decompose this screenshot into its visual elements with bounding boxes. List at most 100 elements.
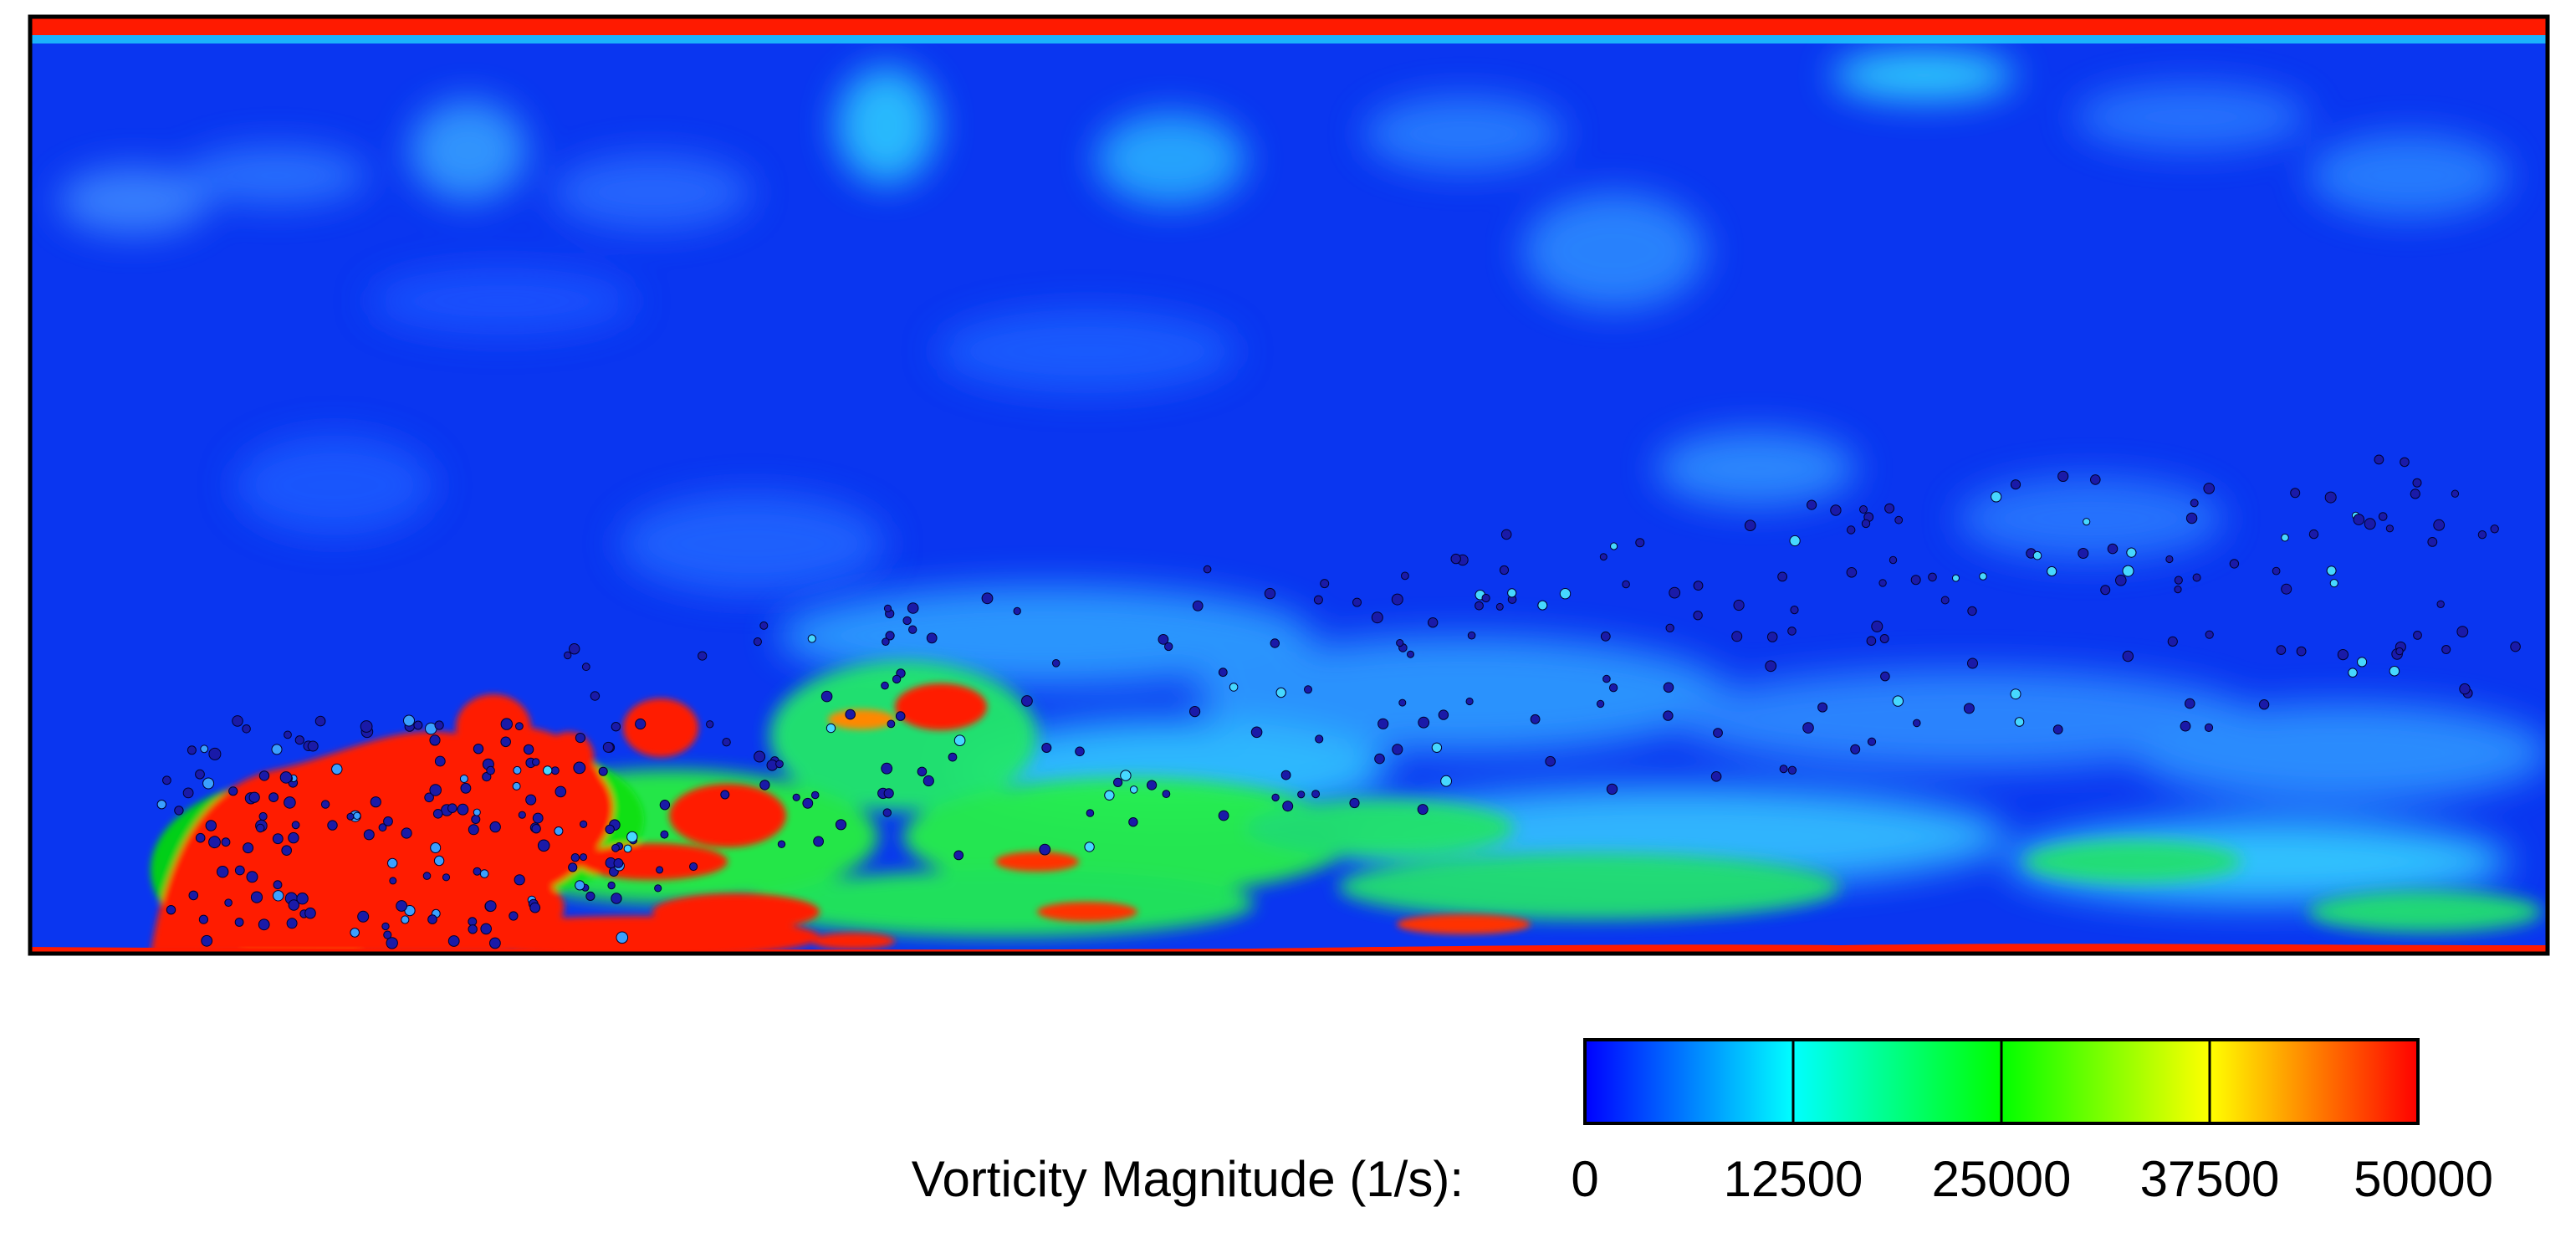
particle-marker (166, 905, 176, 915)
particle-marker (2229, 559, 2240, 569)
particle-marker (500, 718, 513, 730)
particle-marker (1203, 565, 1212, 574)
particle-marker (288, 899, 299, 911)
particle-marker (288, 831, 299, 844)
particle-marker (580, 853, 587, 862)
particle-marker (1817, 702, 1828, 713)
particle-marker (320, 800, 330, 809)
particle-marker (2203, 483, 2215, 494)
particle-marker (2167, 636, 2178, 647)
particle-marker (433, 855, 445, 867)
particle-marker (2337, 649, 2349, 661)
particle-marker (513, 765, 522, 775)
particle-marker (242, 724, 251, 734)
particle-marker (500, 736, 512, 748)
particle-marker (2185, 512, 2198, 524)
particle-marker (434, 720, 444, 730)
particle-marker (1164, 642, 1173, 652)
particle-marker (1967, 606, 1977, 616)
colorbar-title: Vorticity Magnitude (1/s): (912, 1151, 1464, 1207)
particle-marker (2364, 518, 2376, 530)
particle-marker (613, 858, 624, 868)
particle-marker (250, 891, 263, 903)
colorbar-tick-label-1: 12500 (1724, 1151, 1863, 1207)
particle-marker (353, 811, 361, 820)
particle-marker (1530, 714, 1541, 724)
particle-marker (2281, 583, 2292, 595)
particle-marker (525, 794, 537, 806)
particle-marker (1765, 660, 1777, 673)
particle-marker (532, 812, 544, 824)
particle-marker (473, 808, 481, 816)
particle-marker (1218, 668, 1228, 678)
particle-marker (258, 770, 270, 781)
particle-marker (2490, 524, 2499, 534)
particle-marker (1104, 790, 1115, 801)
particle-marker (273, 880, 283, 890)
particle-marker (2378, 512, 2388, 521)
particle-marker (2353, 514, 2365, 525)
particle-marker (1744, 519, 1756, 532)
particle-marker (1041, 743, 1052, 753)
high-vorticity-region (151, 683, 1531, 954)
particle-marker (1465, 697, 1474, 706)
particle-marker (1481, 593, 1490, 603)
particle-marker (2308, 529, 2319, 540)
particle-marker (2348, 668, 2358, 678)
particle-marker (279, 771, 293, 784)
particle-marker (195, 769, 205, 780)
particle-marker (383, 930, 392, 939)
particle-marker (1602, 674, 1611, 683)
particle-marker (480, 923, 493, 935)
particle-marker (813, 836, 824, 847)
particle-marker (357, 910, 370, 923)
particle-marker (2010, 479, 2021, 490)
particle-marker (825, 723, 836, 734)
particle-marker (401, 827, 412, 839)
particle-marker (381, 922, 390, 931)
particle-marker (2174, 576, 2183, 585)
particle-marker (1438, 709, 1449, 720)
particle-marker (286, 918, 298, 929)
particle-marker (221, 837, 231, 847)
particle-marker (457, 803, 469, 816)
particle-marker (555, 785, 567, 798)
particle-marker (2032, 550, 2042, 560)
particle-marker (575, 733, 586, 744)
particle-marker (258, 918, 270, 931)
particle-marker (1377, 718, 1389, 729)
upper-turbulent-streaks (59, 50, 2509, 594)
particle-marker (208, 836, 221, 849)
particle-marker (1147, 780, 1158, 790)
particle-marker (605, 824, 615, 835)
particle-marker (1879, 634, 1889, 643)
particle-marker (1871, 620, 1883, 632)
particle-marker (2122, 650, 2134, 662)
particle-marker (775, 760, 784, 769)
particle-marker (550, 766, 560, 775)
particle-marker (1789, 535, 1801, 547)
particle-marker (881, 762, 893, 775)
particle-marker (1431, 742, 1443, 753)
particle-marker (1250, 726, 1263, 739)
particle-marker (1313, 595, 1323, 605)
particle-marker (895, 711, 906, 721)
particle-marker (271, 744, 283, 755)
particle-marker (429, 734, 441, 746)
particle-marker (1599, 553, 1607, 561)
particle-marker (1790, 606, 1799, 615)
particle-marker (1440, 775, 1452, 787)
particle-marker (623, 844, 632, 853)
particle-marker (1606, 783, 1618, 795)
particle-marker (2083, 518, 2091, 526)
particle-marker (1499, 565, 1510, 576)
particle-marker (1229, 683, 1239, 692)
particle-marker (532, 758, 540, 766)
particle-marker (422, 872, 432, 880)
particle-marker (2272, 566, 2281, 576)
bottom-wall-layer (30, 944, 2548, 954)
particle-marker (2290, 488, 2301, 499)
particle-marker (883, 604, 892, 613)
particle-marker (882, 808, 892, 817)
particle-marker (1297, 790, 1306, 799)
